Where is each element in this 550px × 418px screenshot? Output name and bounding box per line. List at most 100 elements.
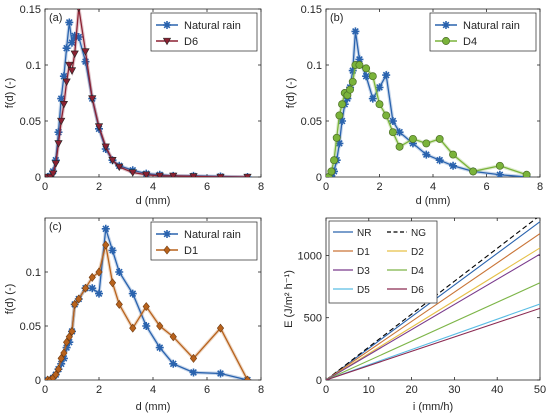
series-point-1 (169, 172, 178, 177)
x-tick-label: 0 (42, 181, 48, 193)
y-axis-label: E (J/m² h⁻¹) (283, 270, 295, 328)
x-axis-label: i (mm/h) (413, 401, 453, 413)
x-tick-label: 0 (323, 181, 329, 193)
series-point-1 (332, 133, 341, 142)
panel-1: 0 2 4 6 8 0 0.05 0.1 0.15 d (mm) f(d) (-) (b) Natura… (285, 4, 543, 207)
series-point-1 (81, 283, 90, 293)
plot-area (45, 9, 252, 177)
legend-label: NR (357, 228, 371, 239)
series-point-1 (355, 61, 364, 69)
series-point-0-core (59, 96, 63, 101)
series-point-1 (243, 375, 252, 380)
x-tick-label: 4 (430, 181, 436, 193)
legend: NR NG D1 D2 D3 D4 D5 D6 (328, 220, 438, 304)
series-point-1 (65, 61, 74, 70)
series-point-0-core (191, 370, 196, 375)
y-axis-label: f(d) (-) (4, 284, 16, 315)
series-point-1 (422, 139, 431, 148)
series-point-0-core (171, 362, 176, 366)
legend-label: D3 (357, 266, 370, 277)
panel-label: (c) (49, 221, 62, 233)
y-tick-label: 0.15 (301, 4, 322, 16)
series-point-1 (108, 157, 117, 165)
x-tick-label: 50 (534, 384, 546, 396)
series-line-2 (326, 233, 540, 380)
series-point-1 (330, 156, 338, 165)
legend-label: D4 (463, 36, 477, 48)
series-point-1 (67, 67, 77, 75)
legend-label: D1 (184, 245, 198, 257)
series-point-0-core (70, 40, 74, 45)
series-line-3 (326, 247, 540, 380)
series-point-1 (94, 123, 104, 131)
panel-label: (b) (330, 12, 343, 24)
series-point-0-core (397, 130, 402, 134)
series-point-1 (59, 101, 69, 109)
series-point-1 (62, 78, 71, 87)
series-point-1 (81, 48, 90, 56)
y-tick-label: 0 (35, 375, 41, 387)
series-point-1 (115, 163, 124, 172)
series-point-1 (57, 117, 66, 126)
legend-label: Natural rain (463, 20, 520, 32)
series-point-1 (338, 100, 346, 109)
series-point-1 (522, 170, 531, 177)
series-point-1 (348, 77, 357, 86)
series-point-1 (395, 142, 404, 151)
series-point-0-core (97, 291, 101, 296)
series-point-1 (88, 95, 97, 103)
series-point-0-core (357, 57, 362, 62)
x-tick-label: 20 (405, 384, 417, 396)
series-point-1 (54, 140, 63, 148)
series-point-1 (70, 50, 79, 59)
y-tick-label: 0.05 (20, 116, 41, 128)
x-tick-label: 2 (96, 181, 102, 193)
series-point-1 (57, 353, 65, 363)
series-point-0-core (340, 119, 344, 123)
legend-box (150, 12, 258, 52)
series-point-0-core (384, 73, 388, 77)
x-axis-label: d (mm) (136, 195, 171, 207)
series-point-0-core (353, 29, 358, 34)
series-point-1 (243, 173, 252, 177)
x-tick-label: 6 (483, 181, 489, 193)
series-point-0-core (76, 35, 81, 39)
series-point-1 (189, 173, 198, 177)
legend-label: D1 (357, 247, 370, 258)
series-line-7 (326, 307, 540, 380)
y-tick-label: 0 (316, 375, 322, 387)
panel-2: 0 2 4 6 8 0 0.05 0.1 d (mm) f(d) (-) (c) Natural ra… (4, 217, 264, 413)
series-point-1 (388, 128, 397, 137)
series-point-1 (52, 370, 60, 380)
x-tick-label: 8 (258, 384, 264, 396)
series-point-0-core (391, 119, 395, 123)
series-point-0-core (117, 270, 122, 274)
legend-label: Natural rain (184, 20, 241, 32)
series-point-1 (48, 170, 58, 177)
x-tick-label: 30 (448, 384, 460, 396)
series-point-0-core (451, 164, 455, 168)
series-point-0-core (67, 20, 72, 25)
series-point-1 (142, 171, 151, 177)
legend-label: D6 (184, 36, 198, 48)
series-point-1 (155, 172, 164, 177)
series-point-0-core (103, 227, 108, 231)
series-point-0-core (64, 46, 69, 50)
x-axis-label: d (mm) (136, 401, 171, 413)
series-point-0-core (377, 85, 382, 90)
x-tick-label: 0 (323, 384, 329, 396)
series-point-1 (335, 111, 344, 120)
panel-0: 0 2 4 6 8 0 0.05 0.1 0.15 d (mm) f(d) (-) (a) Natura… (4, 4, 264, 207)
series-point-1 (216, 173, 225, 177)
legend-marker-core (165, 232, 169, 236)
series-point-1 (142, 302, 150, 312)
y-tick-label: 0.05 (20, 321, 41, 333)
series-point-0-core (350, 68, 355, 73)
x-axis-label: d (mm) (416, 195, 451, 207)
series-point-1 (60, 348, 68, 358)
series-point-0-core (498, 172, 502, 177)
legend: Natural rain D4 (429, 12, 537, 52)
series-point-0-core (371, 96, 375, 101)
series-point-1 (95, 267, 103, 277)
